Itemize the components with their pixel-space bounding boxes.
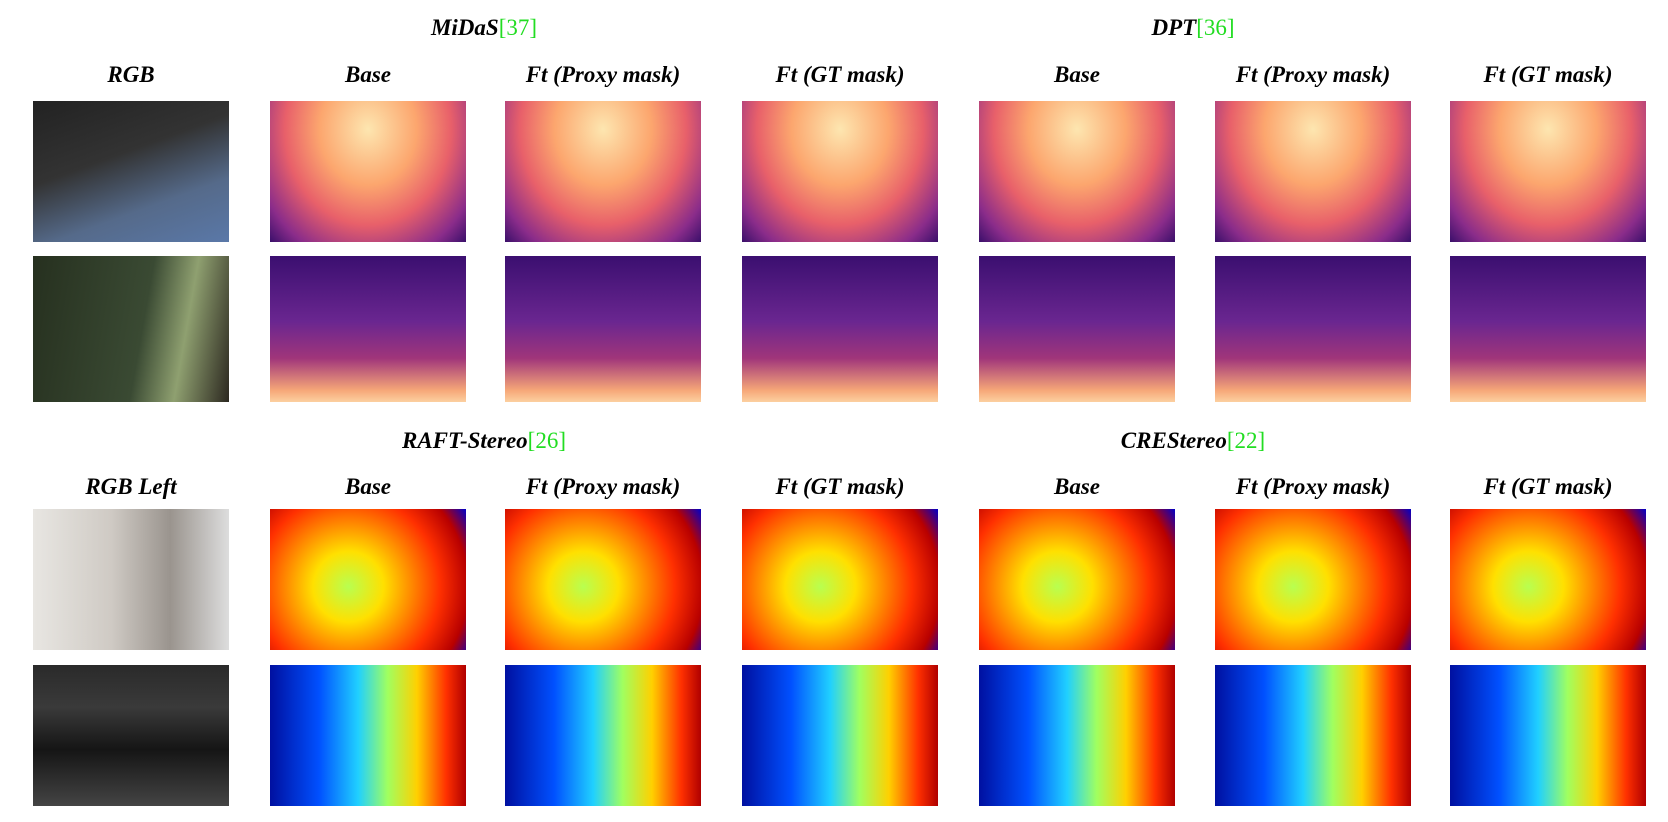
citation: [22]: [1226, 428, 1266, 453]
group-title: MiDaS[37]: [431, 15, 537, 41]
depth-map: [742, 256, 938, 402]
depth-map: [979, 665, 1175, 806]
group-title: RAFT-Stereo[26]: [402, 428, 566, 454]
column-header: Ft (GT mask): [1483, 474, 1613, 499]
column-header: Ft (Proxy mask): [1235, 474, 1391, 499]
depth-map: [505, 256, 701, 402]
method-name: CREStereo: [1120, 428, 1227, 453]
column-header: Ft (Proxy mask): [1235, 62, 1391, 87]
method-name: DPT: [1151, 15, 1197, 40]
depth-map: [505, 509, 701, 650]
depth-map: [1450, 665, 1646, 806]
depth-map: [1450, 101, 1646, 242]
depth-map: [979, 509, 1175, 650]
depth-map: [270, 101, 466, 242]
method-name: MiDaS: [430, 15, 499, 40]
depth-map: [1215, 509, 1411, 650]
depth-map: [270, 509, 466, 650]
depth-map: [1450, 509, 1646, 650]
depth-map: [505, 665, 701, 806]
group-title: DPT[36]: [1151, 15, 1234, 41]
column-header: Base: [345, 474, 391, 499]
depth-map: [1215, 101, 1411, 242]
depth-map: [1215, 665, 1411, 806]
column-header: Ft (Proxy mask): [525, 474, 681, 499]
column-header: Ft (GT mask): [775, 474, 905, 499]
rgb-image: [33, 256, 229, 402]
rgb-image: [33, 509, 229, 650]
depth-map: [742, 665, 938, 806]
citation: [26]: [527, 428, 566, 453]
column-header: Base: [1054, 62, 1100, 87]
depth-map: [979, 256, 1175, 402]
citation: [37]: [498, 15, 538, 40]
method-name: RAFT-Stereo: [402, 428, 528, 453]
depth-map: [1215, 256, 1411, 402]
depth-map: [742, 101, 938, 242]
depth-map: [270, 256, 466, 402]
group-title: CREStereo[22]: [1121, 428, 1265, 454]
column-header: Ft (GT mask): [1483, 62, 1613, 87]
column-header: RGB Left: [85, 474, 177, 499]
depth-map: [505, 101, 701, 242]
depth-map: [1450, 256, 1646, 402]
column-header: Base: [345, 62, 391, 87]
column-header: Base: [1054, 474, 1100, 499]
rgb-image: [33, 665, 229, 806]
depth-map: [979, 101, 1175, 242]
column-header: RGB: [107, 62, 155, 87]
depth-map: [742, 509, 938, 650]
depth-map: [270, 665, 466, 806]
rgb-image: [33, 101, 229, 242]
citation: [36]: [1196, 15, 1235, 40]
column-header: Ft (GT mask): [775, 62, 905, 87]
column-header: Ft (Proxy mask): [525, 62, 681, 87]
